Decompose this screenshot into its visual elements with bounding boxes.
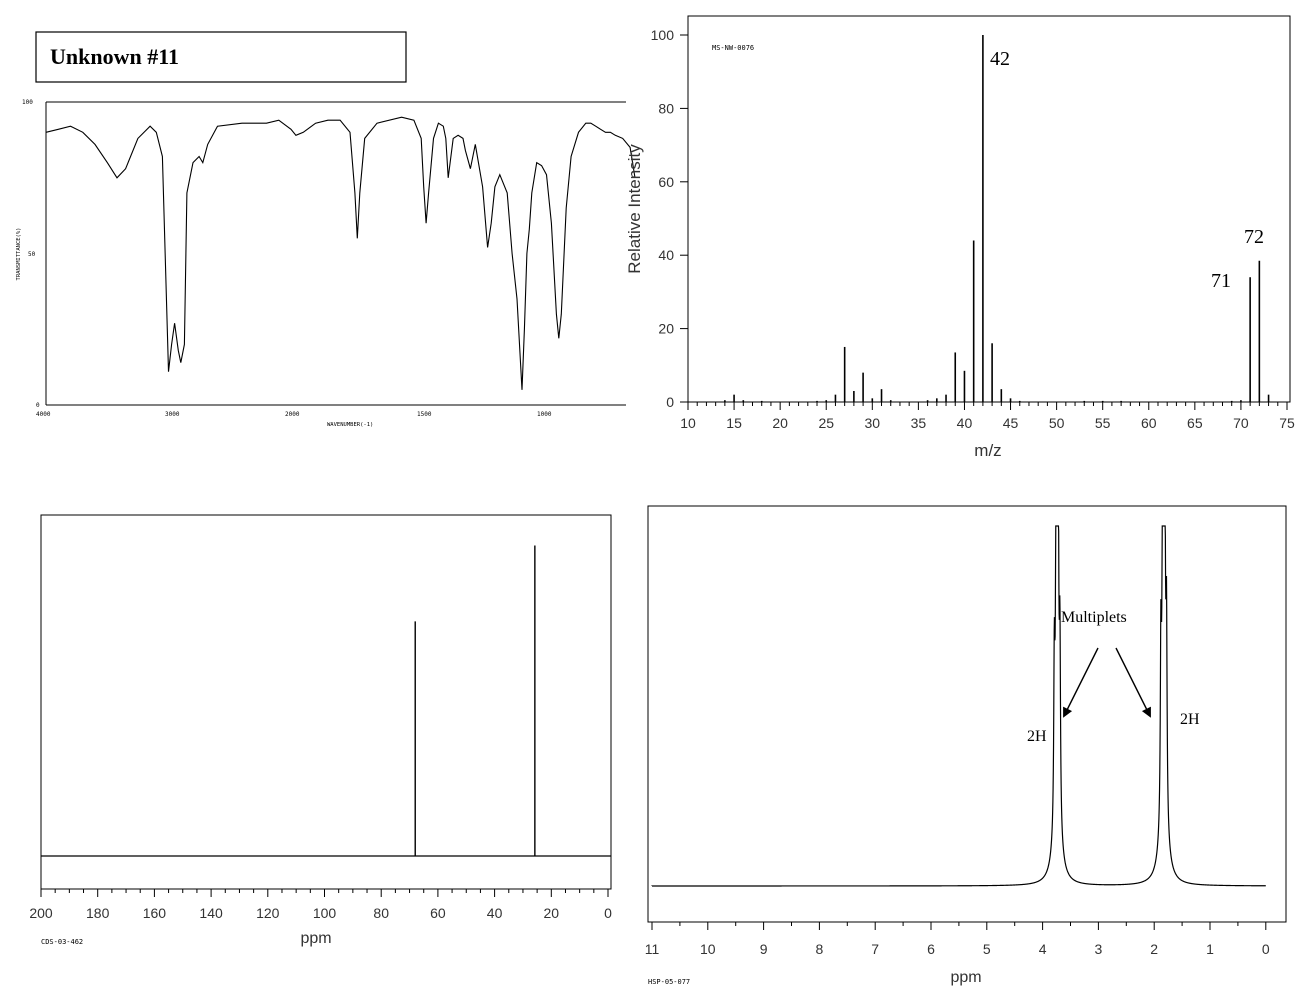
ms-xtick-label: 35 (911, 415, 927, 431)
ms-xtick-label: 65 (1187, 415, 1203, 431)
ms-xtick-label: 50 (1049, 415, 1065, 431)
ms-xtick-label: 30 (865, 415, 881, 431)
c13-xtick-label: 40 (487, 905, 503, 921)
h1-arrow-right (1115, 647, 1151, 718)
ms-bars (724, 35, 1270, 402)
c13-xtick-label: 200 (29, 905, 53, 921)
c13-xlabel: ppm (300, 930, 331, 947)
h1-xtick-label: 6 (927, 941, 935, 957)
ms-xtick-label: 45 (1003, 415, 1019, 431)
ms-ytick-label: 80 (658, 100, 674, 116)
h1-trace (651, 525, 1266, 887)
c13-xtick-label: 20 (544, 905, 560, 921)
ms-ytick-label: 0 (666, 394, 674, 410)
page-title: Unknown #11 (50, 44, 179, 69)
h1-multiplets-label: Multiplets (1061, 609, 1127, 626)
h1-arrow-left (1063, 647, 1099, 718)
title-box: Unknown #11 (35, 31, 407, 83)
h1-xtick-label: 3 (1095, 941, 1103, 957)
h1-label-2h-right: 2H (1180, 711, 1200, 728)
ms-xtick-label: 75 (1279, 415, 1295, 431)
ms-xtick-label: 55 (1095, 415, 1111, 431)
h1-xtick-label: 9 (760, 941, 768, 957)
ms-frame (687, 15, 1291, 403)
c13-xtick-label: 180 (86, 905, 110, 921)
c13-xtick-label: 0 (604, 905, 612, 921)
ir-ytick-0: 0 (36, 402, 40, 409)
ms-xtick-label: 15 (726, 415, 742, 431)
ir-xlabel: WAVENUMBER(-1) (327, 422, 373, 428)
ms-code: MS-NW-0076 (712, 44, 754, 52)
c13-frame (40, 514, 612, 890)
title-frame (35, 31, 407, 83)
h1-xlabel: ppm (950, 969, 981, 986)
ms-xtick-label: 60 (1141, 415, 1157, 431)
ir-xtick-2000: 2000 (285, 411, 300, 418)
ms-label-42: 42 (990, 48, 1010, 70)
ir-ytick-50: 50 (28, 251, 36, 258)
h1-xtick-label: 7 (871, 941, 879, 957)
c13-xtick-label: 100 (313, 905, 337, 921)
h1-xtick-label: 8 (816, 941, 824, 957)
h1-xtick-label: 5 (983, 941, 991, 957)
ms-ytick-label: 40 (658, 247, 674, 263)
ms-ytick-label: 20 (658, 321, 674, 337)
ms-y-ticks: 0 20 40 60 80 100 (651, 27, 688, 410)
c13-x-ticks: 200 180 160 140 120 100 80 60 40 20 0 (29, 889, 612, 921)
h1-xtick-label: 2 (1150, 941, 1158, 957)
ir-xtick-1000: 1000 (537, 411, 552, 418)
ms-xtick-label: 40 (957, 415, 973, 431)
h1-xtick-label: 11 (645, 941, 660, 957)
ir-spectrum: 100 50 0 TRANSMITTANCE(%) 4000 3000 2000… (16, 99, 636, 428)
ms-xtick-label: 10 (680, 415, 696, 431)
ir-xtick-1500: 1500 (417, 411, 432, 418)
ms-x-ticks: 10 15 20 25 30 35 40 45 50 55 60 65 70 75 (680, 402, 1295, 431)
ms-ytick-label: 60 (658, 174, 674, 190)
ms-label-72: 72 (1244, 226, 1264, 248)
ir-ylabel: TRANSMITTANCE(%) (16, 228, 22, 281)
c13-xtick-label: 140 (199, 905, 223, 921)
ms-label-71: 71 (1211, 270, 1231, 292)
c13-peaks (414, 545, 536, 856)
ms-xlabel: m/z (974, 441, 1001, 460)
ms-ylabel: Relative Intensity (625, 144, 644, 274)
h1-xtick-label: 4 (1039, 941, 1047, 957)
ms-xtick-label: 25 (818, 415, 834, 431)
h1-xtick-label: 10 (700, 941, 716, 957)
h1-label-2h-left: 2H (1027, 728, 1047, 745)
h1-xtick-label: 0 (1262, 941, 1270, 957)
h1-code: HSP-05-077 (648, 978, 690, 986)
c13-xtick-label: 60 (430, 905, 446, 921)
h1-x-ticks: 11 10 9 8 7 6 5 4 3 2 1 0 (645, 922, 1270, 957)
ms-xtick-label: 20 (772, 415, 788, 431)
ms-ytick-label: 100 (651, 27, 675, 43)
mass-spectrum: MS-NW-0076 Relative Intensity m/z 0 20 40 6… (625, 15, 1295, 460)
ir-trace (45, 116, 636, 390)
ir-xtick-3000: 3000 (165, 411, 180, 418)
c13-xtick-label: 120 (256, 905, 280, 921)
h1-frame (647, 505, 1287, 923)
c13-xtick-label: 160 (143, 905, 167, 921)
c13-xtick-label: 80 (373, 905, 389, 921)
h1-nmr-spectrum: 11 10 9 8 7 6 5 4 3 2 1 0 ppm HSP-05-077 Multiplets… (645, 505, 1287, 986)
ir-xtick-4000: 4000 (36, 411, 51, 418)
h1-xtick-label: 1 (1206, 941, 1214, 957)
c13-code: CDS-03-462 (41, 938, 83, 946)
ir-ytick-100: 100 (22, 99, 33, 106)
c13-nmr-spectrum: 200 180 160 140 120 100 80 60 40 20 0 ppm CDS-03-4… (29, 514, 612, 947)
ms-xtick-label: 70 (1233, 415, 1249, 431)
